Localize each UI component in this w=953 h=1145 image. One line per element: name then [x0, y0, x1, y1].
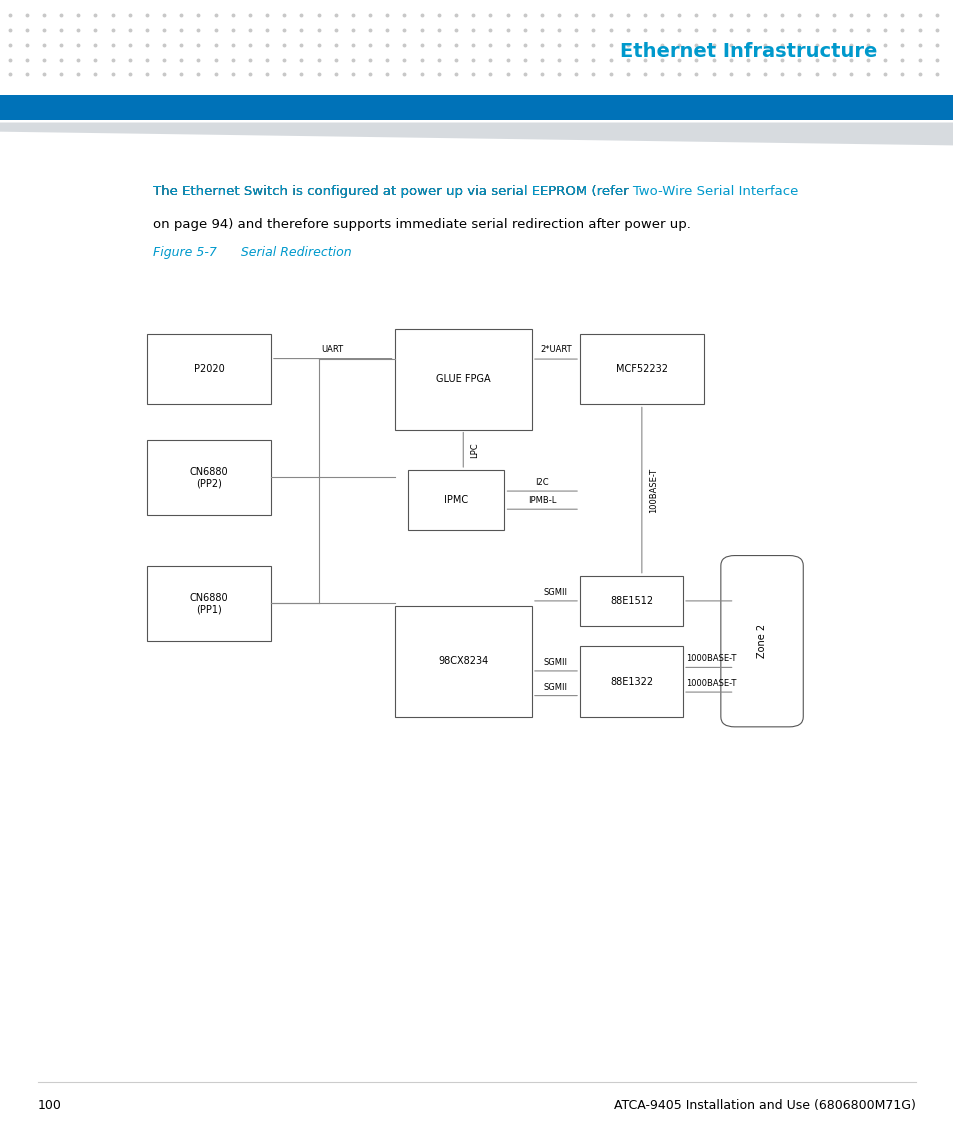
Polygon shape [0, 123, 953, 145]
Bar [579, 334, 703, 404]
Text: ATCA-9405 Installation and Use (6806800M71G): ATCA-9405 Installation and Use (6806800M… [614, 1099, 915, 1112]
Text: Zone 2: Zone 2 [757, 624, 766, 658]
Bar [579, 576, 682, 626]
Text: P2020: P2020 [193, 364, 224, 374]
Bar [395, 606, 532, 717]
Text: IPMC: IPMC [444, 495, 468, 505]
Text: 1000BASE-T: 1000BASE-T [686, 679, 736, 688]
Text: on page 94) and therefore supports immediate serial redirection after power up.: on page 94) and therefore supports immed… [152, 218, 690, 230]
Text: 100BASE-T: 100BASE-T [648, 467, 657, 513]
Text: I2C: I2C [535, 477, 549, 487]
Text: LPC: LPC [470, 442, 478, 458]
Text: Figure 5-7      Serial Redirection: Figure 5-7 Serial Redirection [152, 246, 351, 259]
FancyBboxPatch shape [720, 555, 802, 727]
Text: 88E1322: 88E1322 [609, 677, 653, 687]
Text: CN6880
(PP1): CN6880 (PP1) [190, 593, 228, 614]
Text: The Ethernet Switch is configured at power up via serial EEPROM (refer: The Ethernet Switch is configured at pow… [152, 185, 632, 198]
Text: 100: 100 [38, 1099, 62, 1112]
Text: SGMII: SGMII [543, 682, 567, 692]
Text: Ethernet Infrastructure: Ethernet Infrastructure [619, 42, 877, 61]
Text: The Ethernet Switch is configured at power up via serial EEPROM (refer Two-Wire : The Ethernet Switch is configured at pow… [152, 185, 797, 198]
Bar [395, 329, 532, 429]
Text: SGMII: SGMII [543, 658, 567, 666]
Bar [0, 95, 953, 120]
Text: MCF52232: MCF52232 [616, 364, 667, 374]
Text: 1000BASE-T: 1000BASE-T [686, 654, 736, 663]
Text: IPMB-L: IPMB-L [528, 496, 556, 505]
Text: 88E1512: 88E1512 [609, 595, 653, 606]
Text: UART: UART [321, 345, 343, 354]
Text: GLUE FPGA: GLUE FPGA [436, 374, 490, 385]
Bar [579, 646, 682, 717]
Bar [147, 334, 271, 404]
Text: 2*UART: 2*UART [539, 345, 571, 354]
Bar [147, 566, 271, 641]
Bar [408, 469, 504, 530]
Bar [147, 440, 271, 515]
Text: SGMII: SGMII [543, 587, 567, 597]
Text: CN6880
(PP2): CN6880 (PP2) [190, 467, 228, 488]
Text: 98CX8234: 98CX8234 [437, 656, 488, 666]
